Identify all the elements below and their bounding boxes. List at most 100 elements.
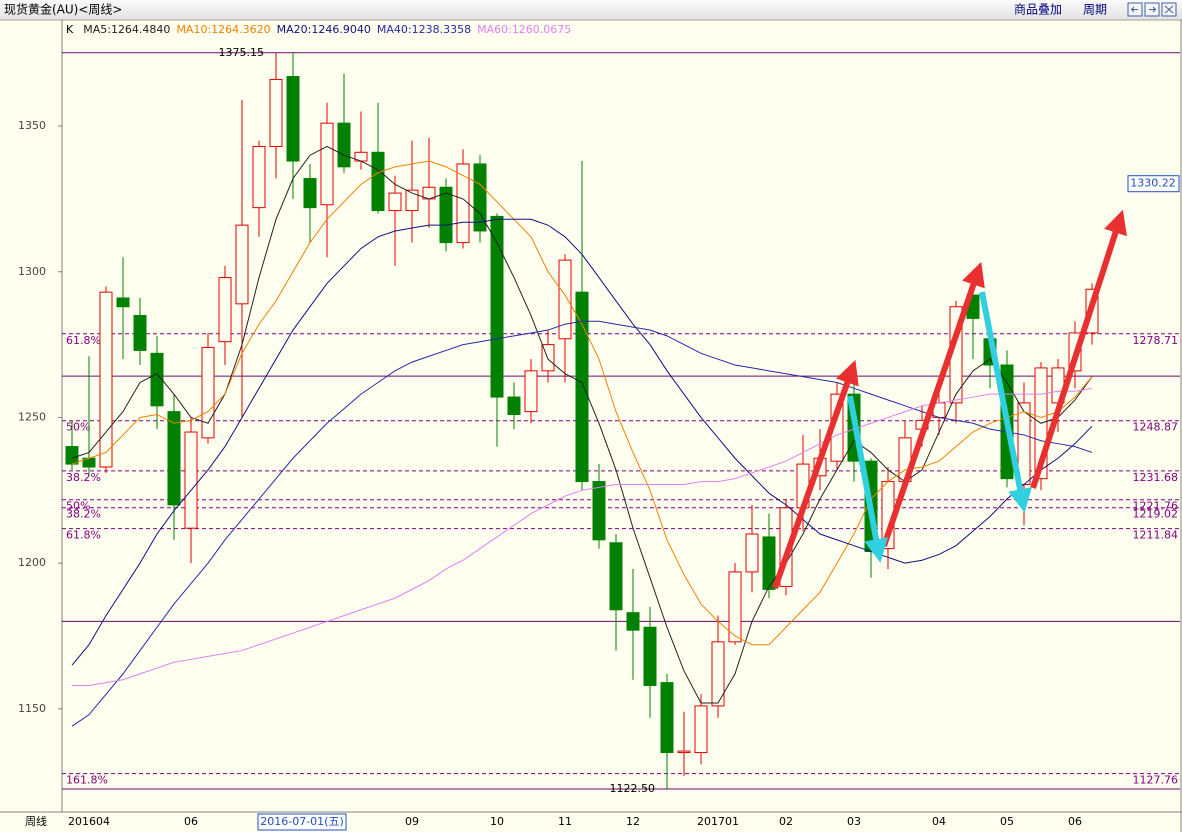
fib-value: 1231.68 bbox=[1133, 471, 1179, 484]
fib-ratio: 50% bbox=[66, 500, 90, 513]
y-tick-label: 1350 bbox=[18, 119, 46, 132]
cursor-date-box bbox=[257, 813, 347, 831]
down-arrow bbox=[847, 395, 888, 563]
fib-value: 1219.02 bbox=[1133, 508, 1179, 521]
candle-body bbox=[694, 705, 708, 754]
x-tick-label: 11 bbox=[558, 815, 572, 828]
candle-body bbox=[643, 626, 657, 687]
candle-body bbox=[286, 76, 300, 162]
candle-body bbox=[711, 641, 725, 707]
candle-body bbox=[303, 178, 317, 209]
x-tick-label: 06 bbox=[184, 815, 198, 828]
candle-body bbox=[184, 431, 198, 529]
candle-body bbox=[269, 78, 283, 147]
fib-value: 1278.71 bbox=[1133, 334, 1179, 347]
ma-line bbox=[71, 145, 1093, 704]
candle-body bbox=[405, 189, 419, 212]
ma-line bbox=[71, 218, 1093, 666]
x-tick-label: 201604 bbox=[68, 815, 110, 828]
up-arrow bbox=[772, 359, 859, 589]
x-tick-label: 05 bbox=[1000, 815, 1014, 828]
toolbar-title: 现货黄金(AU)<周线> bbox=[4, 2, 122, 17]
candle-body bbox=[524, 370, 538, 413]
nav-buttons bbox=[1127, 2, 1177, 17]
toolbar bbox=[0, 0, 1182, 20]
candle-body bbox=[439, 186, 453, 244]
x-tick-label: 201701 bbox=[697, 815, 739, 828]
fib-value: 1221.76 bbox=[1133, 500, 1179, 513]
plot: 1150 1200 1250 1300 1350 201604 06 09 10 11 12 2017… bbox=[18, 46, 1180, 828]
candle-body bbox=[65, 446, 79, 465]
legend-entry: MA60:1260.0675 bbox=[477, 23, 571, 36]
candle-body bbox=[388, 192, 402, 212]
cursor-price: 1330.22 bbox=[1130, 177, 1176, 190]
candle-body bbox=[473, 163, 487, 232]
candle-body bbox=[218, 277, 232, 343]
fib-ratio: 61.8% bbox=[66, 529, 101, 542]
ma-line bbox=[71, 320, 1093, 727]
candle-body bbox=[320, 122, 334, 206]
legend-entry: MA10:1264.3620 bbox=[176, 23, 270, 36]
extreme-label: 1375.15 bbox=[219, 46, 265, 59]
candle-body bbox=[745, 533, 759, 573]
fib-value: 1248.87 bbox=[1133, 421, 1179, 434]
legend-entry: MA5:1264.4840 bbox=[83, 23, 170, 36]
period-button[interactable]: 周期 bbox=[1083, 3, 1107, 17]
y-tick-label: 1200 bbox=[18, 556, 46, 569]
ma-line bbox=[72, 387, 1093, 687]
candle-body bbox=[252, 145, 266, 209]
period-label: 周线 bbox=[25, 814, 47, 828]
legend-entry: MA40:1238.3358 bbox=[377, 23, 471, 36]
x-tick-label: 04 bbox=[932, 815, 946, 828]
candle-body bbox=[762, 536, 776, 590]
candle-body bbox=[235, 224, 249, 305]
up-arrow bbox=[1030, 209, 1127, 489]
up-arrow bbox=[881, 261, 985, 547]
candle-body bbox=[133, 314, 147, 351]
annotation-arrows bbox=[772, 209, 1127, 589]
x-tick-label: 12 bbox=[626, 815, 640, 828]
candle-body bbox=[677, 750, 691, 754]
candle-body bbox=[167, 411, 181, 506]
candle-body bbox=[116, 297, 130, 308]
fib-value: 1211.84 bbox=[1133, 529, 1179, 542]
y-tick-label: 1300 bbox=[18, 265, 46, 278]
x-tick-label: 10 bbox=[490, 815, 504, 828]
y-tick-label: 1250 bbox=[18, 410, 46, 423]
x-tick-label: 02 bbox=[779, 815, 793, 828]
candle-body bbox=[490, 215, 504, 398]
legend-entry: MA20:1246.9040 bbox=[277, 23, 371, 36]
y-tick-label: 1150 bbox=[18, 702, 46, 715]
fib-ratio: 38.2% bbox=[66, 471, 101, 484]
candle-body bbox=[558, 259, 572, 340]
overlay-button[interactable]: 商品叠加 bbox=[1014, 2, 1062, 17]
legend-entry: K bbox=[66, 23, 74, 36]
candle-body bbox=[609, 542, 623, 611]
x-tick-label: 06 bbox=[1068, 815, 1082, 828]
candle-body bbox=[728, 571, 742, 643]
fib-value: 1127.76 bbox=[1133, 774, 1179, 787]
candle-body bbox=[201, 347, 215, 439]
nav-close-icon bbox=[1164, 5, 1174, 14]
nav-left-icon bbox=[1130, 6, 1138, 13]
cursor-price-box bbox=[1127, 175, 1180, 193]
extreme-label: 1122.50 bbox=[610, 782, 656, 795]
cursor-date: 2016-07-01(五) bbox=[260, 815, 344, 828]
candle-body bbox=[150, 352, 164, 407]
candle-body bbox=[660, 682, 674, 754]
candle-body bbox=[626, 612, 640, 631]
ma-line bbox=[71, 160, 1093, 646]
fib-ratio: 61.8% bbox=[66, 334, 101, 347]
candle-body bbox=[371, 151, 385, 212]
candle-body bbox=[99, 291, 113, 468]
down-arrow bbox=[979, 291, 1032, 513]
x-tick-label: 03 bbox=[847, 815, 861, 828]
candle-body bbox=[592, 481, 606, 541]
fib-ratio: 50% bbox=[66, 421, 90, 434]
fib-ratio: 38.2% bbox=[66, 508, 101, 521]
candle-body bbox=[575, 291, 589, 483]
candle-body bbox=[337, 122, 351, 168]
fib-ratio: 161.8% bbox=[66, 774, 108, 787]
